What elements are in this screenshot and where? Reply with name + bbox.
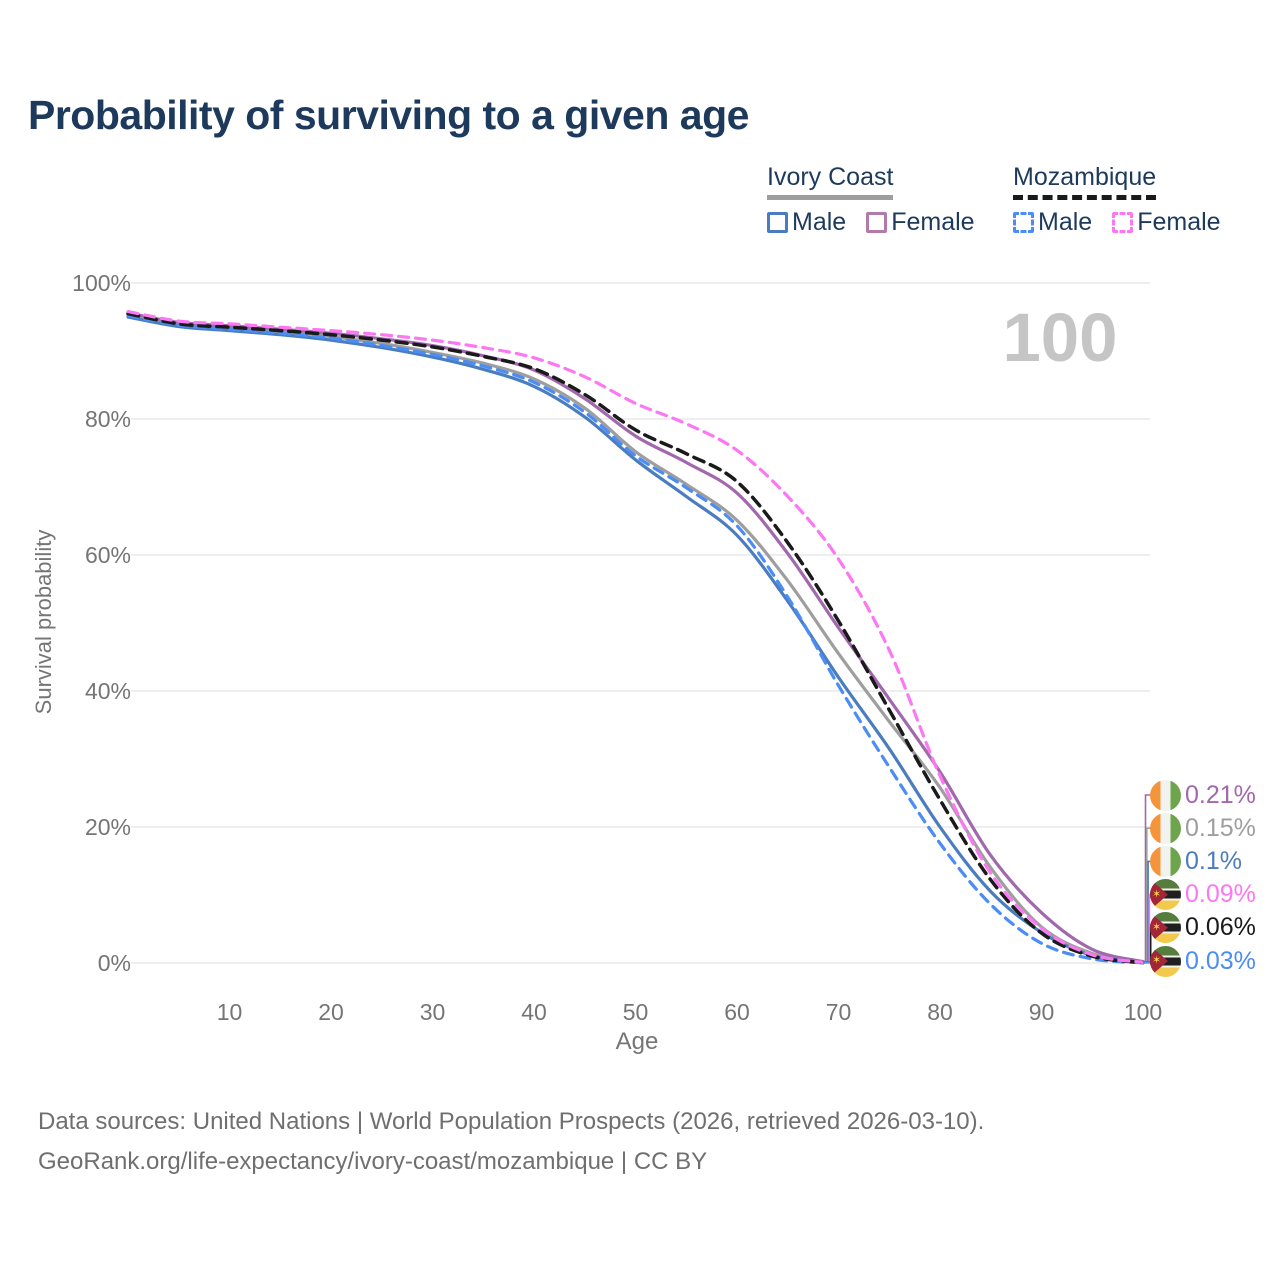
ivory-coast-flag-icon <box>1150 845 1181 877</box>
footer-attribution: GeoRank.org/life-expectancy/ivory-coast/… <box>38 1148 708 1175</box>
legend-group-ivory-coast: Ivory Coast Male Female <box>767 163 995 237</box>
x-tick-60: 60 <box>724 999 750 1025</box>
mozambique-flag-icon: ✶ <box>1150 912 1181 944</box>
x-axis-title: Age <box>615 1028 659 1055</box>
x-tick-10: 10 <box>216 999 243 1025</box>
end-label-mz-male: ✶ 0.03% <box>1150 945 1256 977</box>
end-label-value: 0.03% <box>1185 946 1256 975</box>
y-tick-20: 20% <box>84 814 131 840</box>
y-tick-0: 0% <box>97 950 131 976</box>
x-tick-100: 100 <box>1123 999 1163 1025</box>
y-tick-40: 40% <box>84 678 131 704</box>
mozambique-flag-icon: ✶ <box>1150 879 1181 911</box>
legend-country-mozambique: Mozambique <box>1013 163 1157 200</box>
legend-swatch-mozambique-female[interactable] <box>1112 212 1134 233</box>
y-tick-100: 100% <box>72 270 131 296</box>
legend-swatch-ivory-coast-female[interactable] <box>866 212 888 233</box>
legend-item-ivory-coast-female[interactable]: Female <box>866 208 975 237</box>
ivory-coast-flag-icon <box>1150 812 1181 844</box>
footer-data-sources: Data sources: United Nations | World Pop… <box>38 1108 985 1135</box>
page-title: Probability of surviving to a given age <box>28 92 749 138</box>
end-label-mz-both: ✶ 0.06% <box>1150 912 1256 944</box>
legend-swatch-ivory-coast-male[interactable] <box>767 212 788 233</box>
end-label-value: 0.1% <box>1185 846 1242 875</box>
x-tick-40: 40 <box>521 999 547 1025</box>
legend-label-female: Female <box>1137 208 1221 236</box>
legend-item-mozambique-male[interactable]: Male <box>1013 208 1092 237</box>
end-label-value: 0.21% <box>1185 780 1256 809</box>
ivory-coast-flag-icon <box>1150 779 1181 811</box>
legend-item-ivory-coast-male[interactable]: Male <box>767 208 846 237</box>
mozambique-flag-icon: ✶ <box>1150 945 1181 977</box>
series-line-ci-male <box>126 315 1145 964</box>
age-counter-watermark: 100 <box>1002 299 1118 376</box>
legend-label-male: Male <box>792 208 847 236</box>
x-tick-90: 90 <box>1028 999 1055 1025</box>
x-tick-30: 30 <box>419 999 446 1025</box>
x-tick-20: 20 <box>318 999 344 1025</box>
series-line-mz-female <box>126 309 1145 964</box>
end-label-mz-female: ✶ 0.09% <box>1150 879 1256 911</box>
series-line-ci-both <box>126 312 1145 964</box>
flag-star: ✶ <box>1152 954 1162 967</box>
x-tick-50: 50 <box>622 999 649 1025</box>
end-label-value: 0.06% <box>1185 913 1256 942</box>
y-tick-80: 80% <box>84 406 131 432</box>
end-label-value: 0.15% <box>1185 813 1256 842</box>
x-tick-70: 70 <box>825 999 852 1025</box>
end-label-ci-both: 0.15% <box>1150 812 1256 844</box>
series-line-mz-both <box>126 311 1145 965</box>
legend-group-mozambique: Mozambique Male Female <box>1013 163 1241 237</box>
legend-swatch-mozambique-male[interactable] <box>1013 212 1034 233</box>
legend-label-female: Female <box>891 208 975 236</box>
y-axis-title: Survival probability <box>31 529 56 715</box>
legend-country-ivory-coast: Ivory Coast <box>767 163 894 200</box>
end-label-ci-female: 0.21% <box>1150 779 1256 811</box>
legend-item-mozambique-female[interactable]: Female <box>1112 208 1221 237</box>
y-tick-60: 60% <box>84 542 131 568</box>
series-line-ci-female <box>126 311 1145 964</box>
end-label-ci-male: 0.1% <box>1150 845 1242 877</box>
x-tick-80: 80 <box>927 999 953 1025</box>
series-line-mz-male <box>126 314 1145 965</box>
flag-star: ✶ <box>1152 921 1162 934</box>
legend-label-male: Male <box>1038 208 1093 236</box>
flag-star: ✶ <box>1152 887 1162 900</box>
end-label-value: 0.09% <box>1185 880 1256 909</box>
